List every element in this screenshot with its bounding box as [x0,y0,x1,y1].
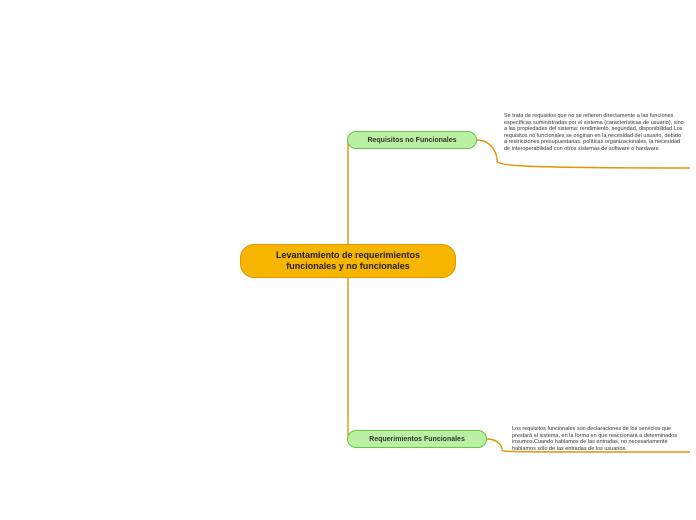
root-node[interactable]: Levantamiento de requerimientos funciona… [240,244,456,278]
functional-node-label: Requerimientos Funcionales [369,436,465,443]
nonfunctional-node[interactable]: Requisitos no Funcionales [347,131,477,149]
nonfunctional-node-label: Requisitos no Funcionales [367,137,456,144]
functional-description-text: Los requisitos funcionales son declaraci… [512,426,677,452]
nonfunctional-description-text: Se trata de requisitos que no se refiere… [504,113,684,152]
functional-node[interactable]: Requerimientos Funcionales [347,430,487,448]
root-node-label: Levantamiento de requerimientos funciona… [251,250,445,273]
nonfunctional-description: Se trata de requisitos que no se refiere… [504,113,684,153]
functional-description: Los requisitos funcionales son declaraci… [512,426,692,452]
